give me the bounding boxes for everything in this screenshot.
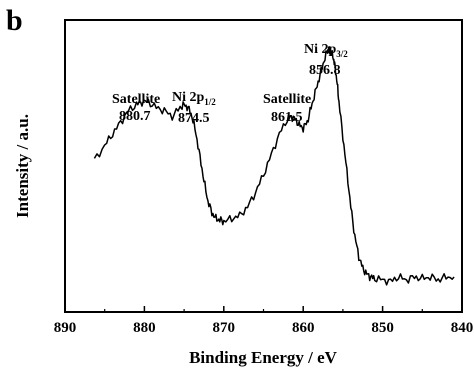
- annotation-satellite-2-value: 861.5: [271, 110, 303, 125]
- annotation-satellite-1-value: 880.7: [119, 109, 151, 124]
- x-tick-label-890: 890: [54, 320, 77, 336]
- annotation-ni2p12-value: 874.5: [178, 111, 210, 126]
- annotation-ni2p32-main: Ni 2p: [304, 42, 337, 57]
- x-axis-label: Binding Energy / eV: [189, 348, 338, 367]
- x-axis: 890 880 870 860 850 840: [54, 306, 474, 336]
- x-tick-label-860: 860: [292, 320, 315, 336]
- x-tick-label-870: 870: [213, 320, 236, 336]
- annotation-ni2p12-label: Ni 2p1/2: [172, 90, 216, 107]
- annotation-ni2p12-main: Ni 2p: [172, 90, 205, 105]
- annotation-ni2p32-label: Ni 2p3/2: [304, 42, 348, 59]
- x-tick-label-850: 850: [371, 320, 394, 336]
- x-tick-label-840: 840: [451, 320, 474, 336]
- panel-label: b: [6, 4, 23, 37]
- annotation-ni2p32-sub: 3/2: [336, 49, 348, 59]
- annotation-satellite-1-label: Satellite: [112, 92, 160, 107]
- series-line: [93, 46, 455, 286]
- annotation-ni2p32-value: 856.8: [309, 63, 341, 78]
- annotation-ni2p12-sub: 1/2: [204, 97, 216, 107]
- plot-frame: [64, 19, 463, 313]
- y-axis-label: Intensity / a.u.: [13, 114, 32, 218]
- annotation-satellite-2-label: Satellite: [263, 92, 311, 107]
- x-tick-label-880: 880: [133, 320, 156, 336]
